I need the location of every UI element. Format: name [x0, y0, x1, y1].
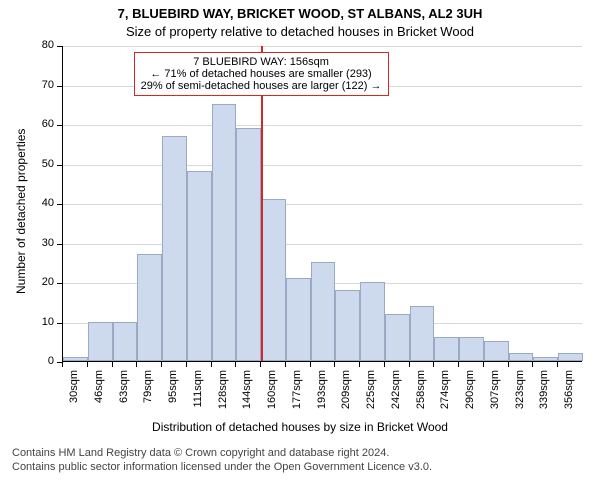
xtick-mark	[136, 362, 137, 367]
ytick-mark	[57, 125, 62, 126]
ytick-mark	[57, 165, 62, 166]
histogram-bar	[484, 341, 509, 361]
xtick-mark	[409, 362, 410, 367]
xtick-label: 339sqm	[538, 370, 550, 420]
histogram-bar	[212, 104, 237, 361]
xtick-mark	[384, 362, 385, 367]
footer-attribution: Contains HM Land Registry data © Crown c…	[12, 446, 432, 475]
histogram-bar	[335, 290, 360, 361]
xtick-label: 111sqm	[192, 370, 204, 420]
histogram-bar	[63, 357, 88, 361]
xtick-mark	[186, 362, 187, 367]
ytick-label: 80	[0, 39, 54, 51]
footer-line-1: Contains HM Land Registry data © Crown c…	[12, 446, 432, 460]
histogram-bar	[286, 278, 311, 361]
xtick-label: 242sqm	[390, 370, 402, 420]
gridline	[63, 46, 582, 47]
xtick-label: 79sqm	[142, 370, 154, 420]
histogram-bar	[113, 322, 138, 362]
annotation-line: ← 71% of detached houses are smaller (29…	[141, 68, 382, 80]
gridline	[63, 165, 582, 166]
gridline	[63, 244, 582, 245]
gridline	[63, 204, 582, 205]
ytick-mark	[57, 244, 62, 245]
histogram-bar	[434, 337, 459, 361]
ytick-label: 10	[0, 316, 54, 328]
histogram-bar	[459, 337, 484, 361]
histogram-bar	[137, 254, 162, 361]
xtick-label: 46sqm	[93, 370, 105, 420]
xtick-mark	[359, 362, 360, 367]
xtick-label: 258sqm	[415, 370, 427, 420]
x-axis-label: Distribution of detached houses by size …	[0, 420, 600, 434]
ytick-label: 40	[0, 197, 54, 209]
histogram-bar	[261, 199, 286, 361]
xtick-mark	[260, 362, 261, 367]
ytick-mark	[57, 46, 62, 47]
annotation-box: 7 BLUEBIRD WAY: 156sqm← 71% of detached …	[134, 52, 389, 96]
xtick-label: 307sqm	[489, 370, 501, 420]
xtick-label: 30sqm	[68, 370, 80, 420]
gridline	[63, 125, 582, 126]
xtick-label: 274sqm	[439, 370, 451, 420]
xtick-mark	[62, 362, 63, 367]
xtick-mark	[87, 362, 88, 367]
xtick-mark	[483, 362, 484, 367]
xtick-label: 63sqm	[118, 370, 130, 420]
xtick-mark	[235, 362, 236, 367]
xtick-label: 95sqm	[167, 370, 179, 420]
histogram-bar	[236, 128, 261, 361]
xtick-mark	[557, 362, 558, 367]
histogram-bar	[187, 171, 212, 361]
xtick-label: 323sqm	[514, 370, 526, 420]
xtick-mark	[532, 362, 533, 367]
xtick-mark	[433, 362, 434, 367]
histogram-bar	[533, 357, 558, 361]
ytick-mark	[57, 283, 62, 284]
annotation-line: 29% of semi-detached houses are larger (…	[141, 80, 382, 92]
xtick-label: 177sqm	[291, 370, 303, 420]
xtick-mark	[211, 362, 212, 367]
histogram-bar	[558, 353, 583, 361]
xtick-mark	[161, 362, 162, 367]
xtick-label: 209sqm	[340, 370, 352, 420]
xtick-label: 356sqm	[563, 370, 575, 420]
xtick-label: 225sqm	[365, 370, 377, 420]
plot-area: 7 BLUEBIRD WAY: 156sqm← 71% of detached …	[62, 46, 582, 362]
histogram-bar	[311, 262, 336, 361]
histogram-bar	[88, 322, 113, 362]
ytick-label: 30	[0, 237, 54, 249]
annotation-line: 7 BLUEBIRD WAY: 156sqm	[141, 56, 382, 68]
histogram-bar	[509, 353, 534, 361]
histogram-bar	[410, 306, 435, 361]
xtick-label: 290sqm	[464, 370, 476, 420]
xtick-mark	[310, 362, 311, 367]
xtick-label: 160sqm	[266, 370, 278, 420]
histogram-bar	[162, 136, 187, 361]
ytick-label: 50	[0, 158, 54, 170]
ytick-label: 20	[0, 276, 54, 288]
histogram-bar	[385, 314, 410, 361]
ytick-label: 60	[0, 118, 54, 130]
xtick-mark	[285, 362, 286, 367]
xtick-label: 128sqm	[217, 370, 229, 420]
histogram-bar	[360, 282, 385, 361]
chart-title-address: 7, BLUEBIRD WAY, BRICKET WOOD, ST ALBANS…	[0, 6, 600, 21]
xtick-mark	[458, 362, 459, 367]
ytick-mark	[57, 86, 62, 87]
xtick-mark	[112, 362, 113, 367]
ytick-mark	[57, 323, 62, 324]
xtick-label: 144sqm	[241, 370, 253, 420]
ytick-mark	[57, 204, 62, 205]
y-axis-label: Number of detached properties	[14, 129, 28, 294]
footer-line-2: Contains public sector information licen…	[12, 460, 432, 474]
xtick-mark	[334, 362, 335, 367]
chart-subtitle: Size of property relative to detached ho…	[0, 24, 600, 39]
xtick-mark	[508, 362, 509, 367]
ytick-label: 0	[0, 355, 54, 367]
xtick-label: 193sqm	[316, 370, 328, 420]
ytick-label: 70	[0, 79, 54, 91]
